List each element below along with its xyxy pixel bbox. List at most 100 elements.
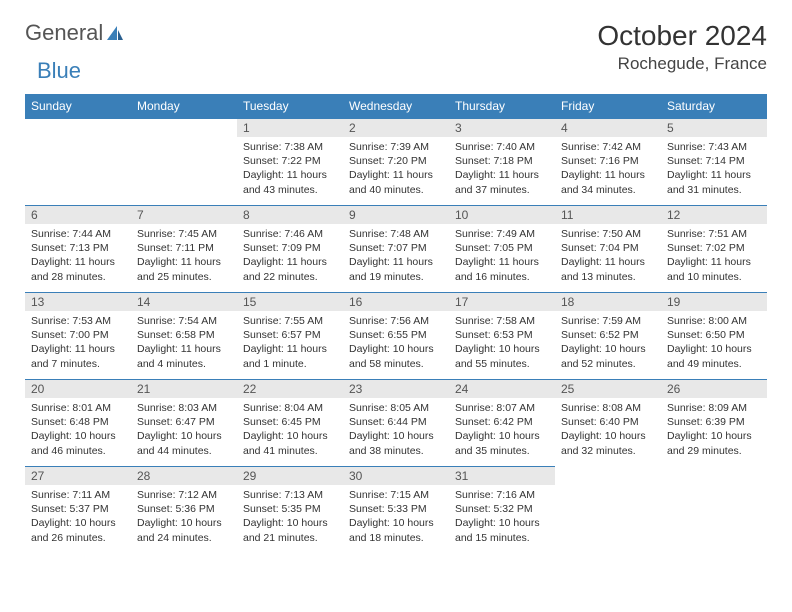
- calendar-cell: 17Sunrise: 7:58 AMSunset: 6:53 PMDayligh…: [449, 293, 555, 380]
- calendar-week-row: 6Sunrise: 7:44 AMSunset: 7:13 PMDaylight…: [25, 206, 767, 293]
- day-content: Sunrise: 7:39 AMSunset: 7:20 PMDaylight:…: [343, 137, 449, 203]
- calendar-week-row: 13Sunrise: 7:53 AMSunset: 7:00 PMDayligh…: [25, 293, 767, 380]
- day-content: Sunrise: 7:38 AMSunset: 7:22 PMDaylight:…: [237, 137, 343, 203]
- day-content: Sunrise: 7:48 AMSunset: 7:07 PMDaylight:…: [343, 224, 449, 290]
- day-content: Sunrise: 7:51 AMSunset: 7:02 PMDaylight:…: [661, 224, 767, 290]
- day-number: 3: [449, 119, 555, 137]
- calendar-cell: 1Sunrise: 7:38 AMSunset: 7:22 PMDaylight…: [237, 119, 343, 206]
- day-content: Sunrise: 8:01 AMSunset: 6:48 PMDaylight:…: [25, 398, 131, 464]
- day-number: 12: [661, 206, 767, 224]
- day-content: Sunrise: 7:13 AMSunset: 5:35 PMDaylight:…: [237, 485, 343, 551]
- calendar-cell: 4Sunrise: 7:42 AMSunset: 7:16 PMDaylight…: [555, 119, 661, 206]
- day-number: 31: [449, 467, 555, 485]
- calendar-cell: 29Sunrise: 7:13 AMSunset: 5:35 PMDayligh…: [237, 467, 343, 554]
- logo: General: [25, 20, 125, 46]
- day-number: 22: [237, 380, 343, 398]
- calendar-cell: 7Sunrise: 7:45 AMSunset: 7:11 PMDaylight…: [131, 206, 237, 293]
- day-number: 16: [343, 293, 449, 311]
- calendar-week-row: 27Sunrise: 7:11 AMSunset: 5:37 PMDayligh…: [25, 467, 767, 554]
- calendar-cell: 25Sunrise: 8:08 AMSunset: 6:40 PMDayligh…: [555, 380, 661, 467]
- calendar-table: SundayMondayTuesdayWednesdayThursdayFrid…: [25, 94, 767, 553]
- day-content: Sunrise: 7:53 AMSunset: 7:00 PMDaylight:…: [25, 311, 131, 377]
- calendar-week-row: 1Sunrise: 7:38 AMSunset: 7:22 PMDaylight…: [25, 119, 767, 206]
- day-number: 8: [237, 206, 343, 224]
- day-content: Sunrise: 8:03 AMSunset: 6:47 PMDaylight:…: [131, 398, 237, 464]
- day-number: 5: [661, 119, 767, 137]
- month-title: October 2024: [597, 20, 767, 52]
- day-number: 27: [25, 467, 131, 485]
- day-content: Sunrise: 7:12 AMSunset: 5:36 PMDaylight:…: [131, 485, 237, 551]
- logo-text-2: Blue: [37, 58, 81, 83]
- day-header: Monday: [131, 94, 237, 119]
- day-number: 6: [25, 206, 131, 224]
- day-content: Sunrise: 8:07 AMSunset: 6:42 PMDaylight:…: [449, 398, 555, 464]
- calendar-week-row: 20Sunrise: 8:01 AMSunset: 6:48 PMDayligh…: [25, 380, 767, 467]
- day-number: 7: [131, 206, 237, 224]
- day-content: Sunrise: 7:55 AMSunset: 6:57 PMDaylight:…: [237, 311, 343, 377]
- day-content: Sunrise: 8:05 AMSunset: 6:44 PMDaylight:…: [343, 398, 449, 464]
- day-content: Sunrise: 7:56 AMSunset: 6:55 PMDaylight:…: [343, 311, 449, 377]
- day-content: Sunrise: 7:58 AMSunset: 6:53 PMDaylight:…: [449, 311, 555, 377]
- calendar-cell: 21Sunrise: 8:03 AMSunset: 6:47 PMDayligh…: [131, 380, 237, 467]
- calendar-cell: 13Sunrise: 7:53 AMSunset: 7:00 PMDayligh…: [25, 293, 131, 380]
- day-content: Sunrise: 7:46 AMSunset: 7:09 PMDaylight:…: [237, 224, 343, 290]
- day-number: 23: [343, 380, 449, 398]
- day-content: Sunrise: 7:42 AMSunset: 7:16 PMDaylight:…: [555, 137, 661, 203]
- day-number: 1: [237, 119, 343, 137]
- day-content: Sunrise: 7:11 AMSunset: 5:37 PMDaylight:…: [25, 485, 131, 551]
- calendar-cell: 9Sunrise: 7:48 AMSunset: 7:07 PMDaylight…: [343, 206, 449, 293]
- day-header: Tuesday: [237, 94, 343, 119]
- day-number: 25: [555, 380, 661, 398]
- day-number: 10: [449, 206, 555, 224]
- calendar-cell: 19Sunrise: 8:00 AMSunset: 6:50 PMDayligh…: [661, 293, 767, 380]
- logo-sail-icon: [105, 24, 125, 42]
- day-content: Sunrise: 8:08 AMSunset: 6:40 PMDaylight:…: [555, 398, 661, 464]
- day-content: Sunrise: 8:00 AMSunset: 6:50 PMDaylight:…: [661, 311, 767, 377]
- day-header: Saturday: [661, 94, 767, 119]
- day-content: Sunrise: 7:59 AMSunset: 6:52 PMDaylight:…: [555, 311, 661, 377]
- calendar-cell: 28Sunrise: 7:12 AMSunset: 5:36 PMDayligh…: [131, 467, 237, 554]
- calendar-cell: [555, 467, 661, 554]
- calendar-cell: 27Sunrise: 7:11 AMSunset: 5:37 PMDayligh…: [25, 467, 131, 554]
- day-number: 14: [131, 293, 237, 311]
- day-content: Sunrise: 7:40 AMSunset: 7:18 PMDaylight:…: [449, 137, 555, 203]
- day-header-row: SundayMondayTuesdayWednesdayThursdayFrid…: [25, 94, 767, 119]
- day-content: Sunrise: 7:43 AMSunset: 7:14 PMDaylight:…: [661, 137, 767, 203]
- day-number: 26: [661, 380, 767, 398]
- day-number: 13: [25, 293, 131, 311]
- day-content: Sunrise: 7:54 AMSunset: 6:58 PMDaylight:…: [131, 311, 237, 377]
- calendar-cell: 20Sunrise: 8:01 AMSunset: 6:48 PMDayligh…: [25, 380, 131, 467]
- day-content: Sunrise: 7:16 AMSunset: 5:32 PMDaylight:…: [449, 485, 555, 551]
- day-header: Thursday: [449, 94, 555, 119]
- calendar-cell: 23Sunrise: 8:05 AMSunset: 6:44 PMDayligh…: [343, 380, 449, 467]
- day-number: 24: [449, 380, 555, 398]
- calendar-body: 1Sunrise: 7:38 AMSunset: 7:22 PMDaylight…: [25, 119, 767, 554]
- calendar-cell: 15Sunrise: 7:55 AMSunset: 6:57 PMDayligh…: [237, 293, 343, 380]
- day-content: Sunrise: 7:50 AMSunset: 7:04 PMDaylight:…: [555, 224, 661, 290]
- day-number: 2: [343, 119, 449, 137]
- calendar-cell: [661, 467, 767, 554]
- day-number: 15: [237, 293, 343, 311]
- day-number: 9: [343, 206, 449, 224]
- day-header: Sunday: [25, 94, 131, 119]
- calendar-cell: 30Sunrise: 7:15 AMSunset: 5:33 PMDayligh…: [343, 467, 449, 554]
- calendar-cell: 3Sunrise: 7:40 AMSunset: 7:18 PMDaylight…: [449, 119, 555, 206]
- day-number: 21: [131, 380, 237, 398]
- day-content: Sunrise: 8:04 AMSunset: 6:45 PMDaylight:…: [237, 398, 343, 464]
- calendar-cell: 2Sunrise: 7:39 AMSunset: 7:20 PMDaylight…: [343, 119, 449, 206]
- day-number: 20: [25, 380, 131, 398]
- day-header: Friday: [555, 94, 661, 119]
- calendar-cell: 5Sunrise: 7:43 AMSunset: 7:14 PMDaylight…: [661, 119, 767, 206]
- day-content: Sunrise: 7:44 AMSunset: 7:13 PMDaylight:…: [25, 224, 131, 290]
- day-number: 28: [131, 467, 237, 485]
- calendar-cell: 16Sunrise: 7:56 AMSunset: 6:55 PMDayligh…: [343, 293, 449, 380]
- calendar-cell: 24Sunrise: 8:07 AMSunset: 6:42 PMDayligh…: [449, 380, 555, 467]
- calendar-cell: [131, 119, 237, 206]
- calendar-cell: 22Sunrise: 8:04 AMSunset: 6:45 PMDayligh…: [237, 380, 343, 467]
- calendar-cell: 8Sunrise: 7:46 AMSunset: 7:09 PMDaylight…: [237, 206, 343, 293]
- day-content: Sunrise: 8:09 AMSunset: 6:39 PMDaylight:…: [661, 398, 767, 464]
- calendar-cell: [25, 119, 131, 206]
- calendar-cell: 10Sunrise: 7:49 AMSunset: 7:05 PMDayligh…: [449, 206, 555, 293]
- day-header: Wednesday: [343, 94, 449, 119]
- day-content: Sunrise: 7:45 AMSunset: 7:11 PMDaylight:…: [131, 224, 237, 290]
